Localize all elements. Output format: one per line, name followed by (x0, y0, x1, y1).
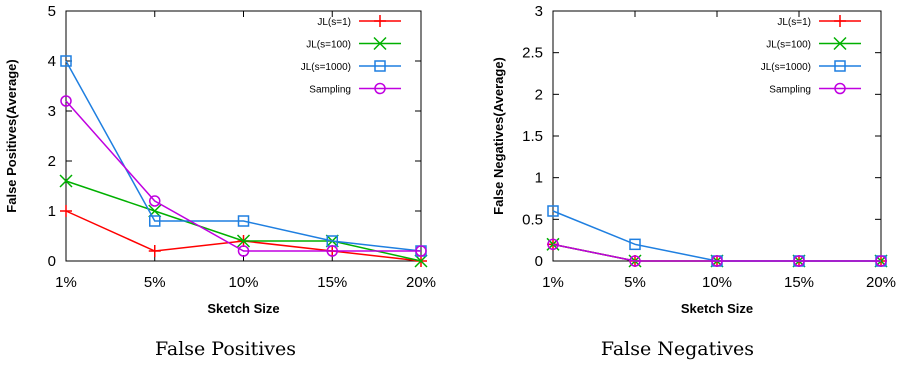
data-point-jl-s-100 (236, 234, 251, 248)
x-tick-label: 5% (144, 274, 166, 291)
y-tick-label: 0 (535, 253, 543, 270)
false-negatives-chart: 0 0.5 1 1.5 2 2.5 3 1% 5% 10% 15% 20% Sketch Size Fal… (491, 3, 896, 316)
marker-stroke (833, 36, 847, 51)
legend-marker-jl-s-1 (374, 15, 386, 27)
data-point-jl-s-100 (414, 254, 428, 268)
data-point-jl-s-100 (148, 204, 162, 218)
data-point-jl-s-1 (148, 245, 161, 257)
y-axis-label: False Positives(Average) (4, 59, 19, 212)
legend-marker-jl-s-1000 (834, 60, 846, 72)
chart-caption: False Negatives (600, 338, 755, 360)
legend-label: JL(s=1000) (301, 62, 351, 73)
marker-stroke (236, 234, 251, 248)
data-point-sampling (547, 238, 559, 251)
series-sampling (60, 95, 427, 257)
data-point-sampling (149, 195, 161, 207)
x-tick-label: 20% (866, 274, 896, 291)
legend-label: Sampling (769, 85, 811, 96)
legend-marker-jl-s-1000 (374, 60, 386, 72)
chart-caption: False Positives (154, 338, 297, 360)
y-tick-label: 5 (48, 3, 56, 20)
series-line-jl-s-1000 (552, 210, 881, 262)
legend-marker-sampling (374, 82, 386, 95)
false-positives-panel: 0 1 2 3 4 5 1% 5% 10% 15% 20% Sketch Size False Posi… (0, 0, 451, 365)
legend-label: JL(s=100) (306, 40, 351, 51)
plot-frame (552, 10, 882, 262)
y-tick-label: 4 (48, 53, 56, 70)
series-sampling (547, 238, 887, 267)
data-point-sampling (711, 255, 723, 267)
y-tick-label: 1.5 (522, 128, 543, 145)
series-line-sampling (65, 100, 421, 252)
data-point-jl-s-100 (59, 174, 73, 188)
data-point-jl-s-1 (60, 205, 72, 217)
x-tick-label: 15% (317, 274, 347, 291)
marker-stroke (59, 174, 73, 188)
data-point-jl-s-1000 (547, 205, 559, 217)
y-tick-label: 3 (48, 103, 56, 120)
x-tick-label: 1% (542, 274, 564, 291)
legend-marker-jl-s-100 (833, 36, 847, 51)
legend: JL(s=1) JL(s=100) JL(s=1000) Sampling (301, 15, 401, 96)
legend-label: JL(s=1) (317, 17, 351, 28)
legend-label: Sampling (309, 85, 351, 96)
legend: JL(s=1) JL(s=100) JL(s=1000) Sampling (761, 15, 861, 96)
data-point-sampling (326, 245, 338, 257)
y-tick-label: 2 (48, 153, 56, 170)
data-point-jl-s-1000 (237, 215, 250, 227)
data-point-jl-s-1000 (60, 55, 72, 67)
legend-marker-jl-s-1 (834, 15, 846, 27)
series-jl-s-1 (547, 238, 887, 267)
legend-marker-sampling (834, 82, 846, 95)
data-point-sampling (793, 255, 805, 267)
y-axis-label: False Negatives(Average) (491, 57, 506, 215)
y-tick-label: 0.5 (522, 211, 543, 228)
x-axis-label: Sketch Size (681, 301, 753, 316)
y-tick-label: 2.5 (522, 45, 543, 62)
x-tick-label: 1% (55, 274, 77, 291)
data-point-sampling (875, 255, 887, 267)
series-line-sampling (552, 243, 881, 262)
x-axis-label: Sketch Size (207, 301, 279, 316)
legend-marker-jl-s-100 (373, 36, 387, 51)
data-point-sampling (237, 245, 250, 257)
x-tick-label: 5% (624, 274, 646, 291)
data-point-sampling (415, 245, 427, 257)
legend-label: JL(s=100) (766, 40, 811, 51)
y-tick-label: 2 (535, 86, 543, 103)
y-tick-label: 3 (535, 3, 543, 20)
x-tick-label: 20% (406, 274, 436, 291)
data-point-sampling (60, 95, 72, 107)
data-point-jl-s-1000 (629, 238, 641, 251)
y-tick-label: 0 (48, 253, 56, 270)
y-tick-label: 1 (535, 170, 543, 187)
legend-label: JL(s=1000) (761, 62, 811, 73)
series-line-jl-s-1000 (65, 60, 422, 252)
y-tick-label: 1 (48, 203, 56, 220)
x-tick-label: 10% (228, 274, 258, 291)
x-tick-label: 15% (784, 274, 814, 291)
series-jl-s-100 (59, 174, 428, 268)
marker-stroke (373, 36, 387, 51)
marker-stroke (414, 254, 428, 268)
false-negatives-panel: 0 0.5 1 1.5 2 2.5 3 1% 5% 10% 15% 20% Sketch Size Fal… (452, 0, 903, 365)
legend-label: JL(s=1) (777, 17, 811, 28)
data-point-jl-s-1000 (149, 215, 161, 227)
x-tick-label: 10% (702, 274, 732, 291)
plot-frame (65, 10, 422, 262)
data-point-sampling (629, 255, 641, 267)
false-positives-chart: 0 1 2 3 4 5 1% 5% 10% 15% 20% Sketch Size False Posi… (4, 3, 436, 316)
